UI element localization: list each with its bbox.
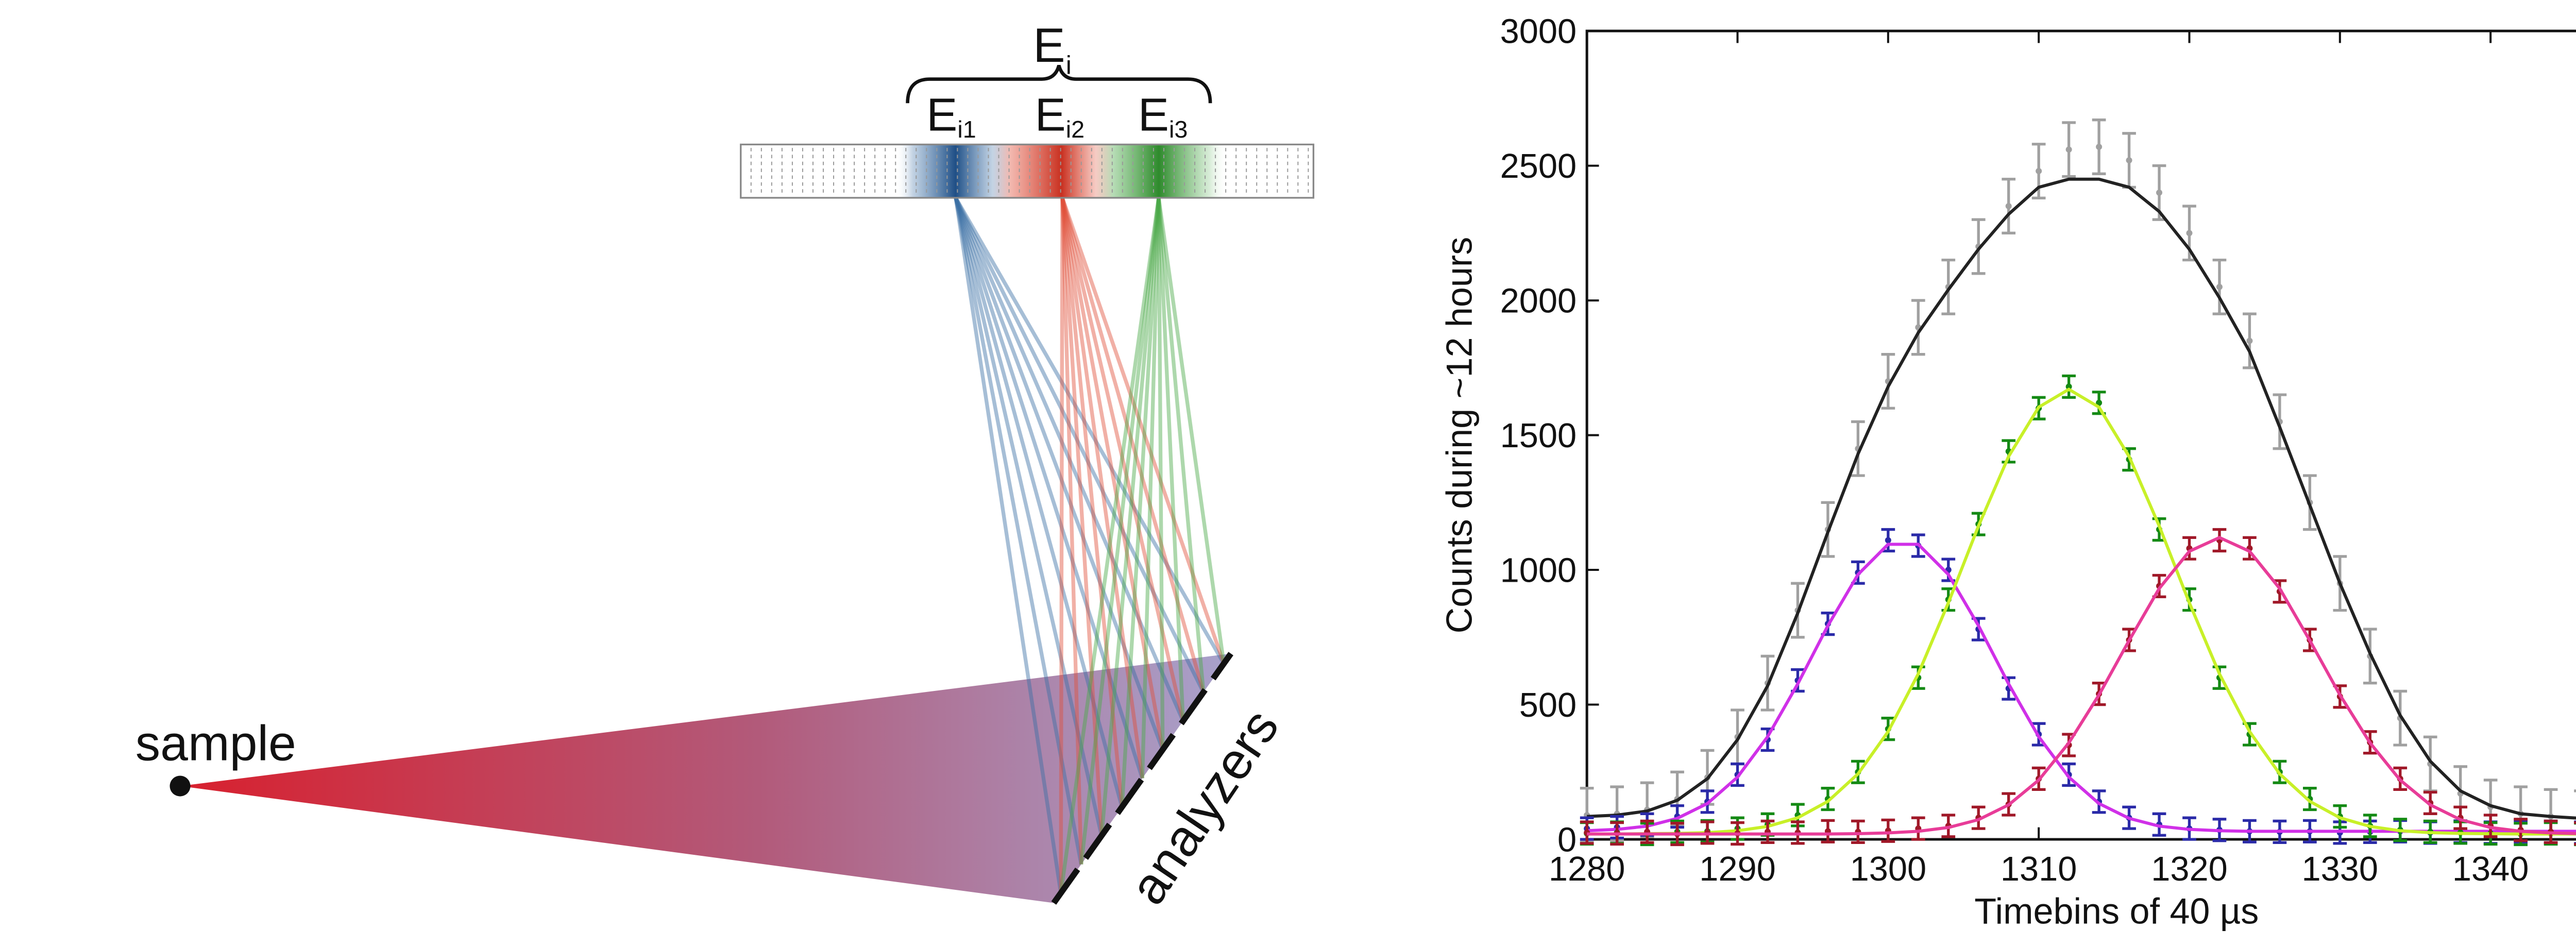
- data-point: [2065, 146, 2072, 153]
- band-label: E: [926, 89, 957, 141]
- y-tick-label: 2000: [1500, 282, 1577, 320]
- ray: [954, 197, 1165, 751]
- ray: [954, 197, 1104, 836]
- data-point: [2126, 157, 2132, 164]
- error-bar-point: [2062, 121, 2076, 178]
- x-tick-label: 1340: [2452, 850, 2529, 888]
- ray: [1140, 197, 1161, 779]
- error-bar-point: [2243, 722, 2257, 747]
- ray: [954, 197, 1206, 694]
- fit-line: [1587, 387, 2576, 836]
- data-point: [2156, 189, 2163, 196]
- fit-line: [1587, 177, 2576, 820]
- x-tick-label: 1300: [1850, 850, 1927, 888]
- error-bar-point: [2122, 132, 2136, 189]
- error-bar-point: [1881, 528, 1895, 553]
- ray: [1079, 197, 1161, 865]
- ray: [1157, 197, 1226, 664]
- error-bar-point: [2302, 786, 2317, 812]
- ray: [1157, 197, 1185, 721]
- ray: [1157, 197, 1165, 750]
- ray: [1060, 197, 1144, 779]
- ray: [1059, 197, 1064, 893]
- data-point: [2186, 230, 2193, 236]
- ray: [1099, 197, 1161, 836]
- ray: [1120, 197, 1161, 807]
- error-bar-point: [1580, 820, 1594, 845]
- band-subscript: i3: [1169, 116, 1188, 143]
- x-tick-label: 1320: [2151, 850, 2228, 888]
- ray: [1060, 197, 1165, 750]
- detector-strip: [740, 143, 1315, 199]
- ray: [1157, 197, 1206, 692]
- band-subscript: i1: [957, 116, 976, 143]
- error-bar-point: [2002, 178, 2016, 234]
- error-bar-point: [2062, 374, 2076, 399]
- data-point: [2216, 283, 2223, 290]
- band-subscript: i2: [1066, 116, 1084, 143]
- energy-label: E: [1033, 18, 1065, 72]
- error-bar-point: [1760, 727, 1775, 752]
- ray: [1060, 197, 1206, 693]
- analyzer-line: [1051, 652, 1233, 905]
- y-tick-label: 3000: [1500, 12, 1577, 50]
- brace: [906, 64, 1212, 104]
- error-bar-point: [2243, 536, 2257, 561]
- fit-line: [1587, 535, 2576, 836]
- data-point: [1885, 537, 1891, 544]
- error-bar-point: [1911, 816, 1925, 841]
- sample-point: [170, 775, 191, 797]
- y-axis-label: Counts during ~12 hours: [1439, 237, 1480, 634]
- detector-cells: [750, 148, 1309, 195]
- scatter-fan: [180, 653, 1231, 903]
- data-point: [2036, 168, 2042, 175]
- error-bar-point: [2212, 258, 2227, 315]
- ray: [1060, 197, 1083, 865]
- data-point: [2065, 383, 2072, 390]
- ray: [954, 197, 1124, 808]
- energy-subscript: i: [1066, 51, 1072, 80]
- data-point: [2096, 399, 2103, 406]
- data-point: [2246, 337, 2253, 344]
- ray: [954, 197, 1063, 893]
- data-point: [2096, 143, 2103, 150]
- error-bar-point: [1971, 218, 1986, 275]
- y-tick-label: 2500: [1500, 147, 1577, 185]
- x-axis-label: Timebins of 40 µs: [1974, 891, 2259, 932]
- ray: [954, 197, 1185, 722]
- x-tick-label: 1290: [1699, 850, 1776, 888]
- x-tick-label: 1310: [2001, 850, 2077, 888]
- ray: [1060, 197, 1185, 722]
- x-tick-label: 1330: [2302, 850, 2379, 888]
- y-tick-label: 500: [1519, 686, 1577, 724]
- y-tick-label: 1500: [1500, 417, 1577, 455]
- error-bar-point: [2243, 312, 2257, 369]
- data-point: [2005, 203, 2012, 210]
- rays: [954, 197, 1226, 893]
- ray: [1060, 197, 1104, 836]
- ray: [1059, 197, 1161, 893]
- fit-line: [1587, 543, 2576, 833]
- error-bar-point: [1941, 258, 1956, 315]
- sample-label: sample: [135, 715, 296, 771]
- ray: [1060, 197, 1124, 807]
- ray: [1060, 197, 1226, 665]
- error-bar-point: [2092, 119, 2106, 175]
- error-bar-point: [1821, 819, 1835, 843]
- plot-frame: [1585, 29, 2576, 841]
- ray: [954, 197, 1144, 779]
- error-bar-point: [2514, 818, 2528, 842]
- y-tick-label: 0: [1557, 821, 1577, 859]
- y-tick-label: 1000: [1500, 551, 1577, 589]
- chart: Timebins of 40 µs Counts during ~12 hour…: [1439, 12, 2576, 932]
- band-label: E: [1035, 89, 1066, 141]
- band-label: E: [1138, 89, 1169, 141]
- ray: [954, 197, 1226, 665]
- ray: [954, 197, 1083, 865]
- x-tick-label: 1280: [1549, 850, 1625, 888]
